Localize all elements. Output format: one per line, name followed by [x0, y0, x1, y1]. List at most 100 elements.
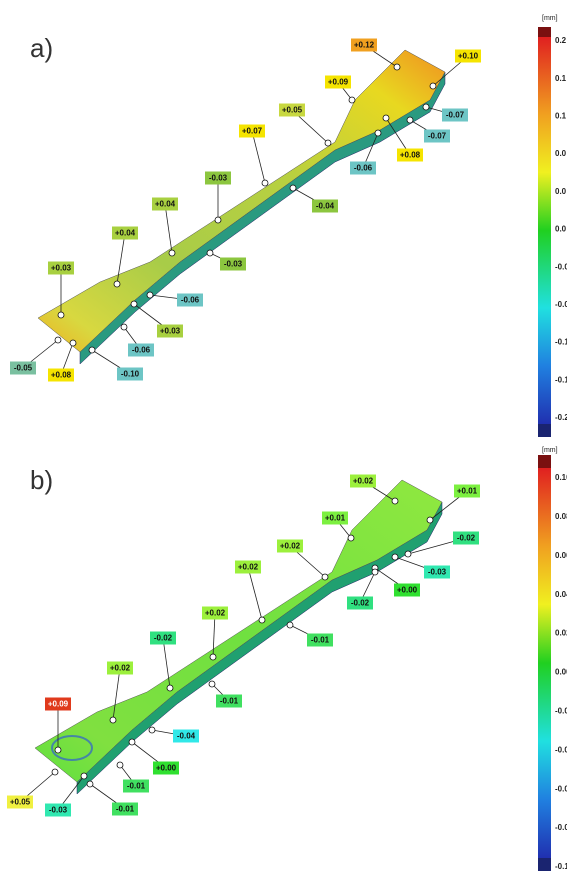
callout-label: +0.07	[242, 127, 263, 136]
colorbar-tick-label: -0.04	[555, 745, 567, 754]
measure-point	[394, 64, 400, 70]
measure-point	[55, 337, 61, 343]
callout-label: +0.08	[400, 151, 421, 160]
measure-point	[348, 535, 354, 541]
callout-label: -0.03	[209, 174, 228, 183]
callout-label: -0.06	[132, 346, 151, 355]
colorbar-tick-label: 0.10	[555, 473, 567, 482]
measure-point	[375, 130, 381, 136]
callout-label: +0.03	[51, 264, 72, 273]
measure-point	[210, 654, 216, 660]
colorbar	[538, 468, 551, 858]
measure-point	[383, 115, 389, 121]
colorbar-tick-label: 0.0	[555, 187, 567, 196]
callout-label: +0.02	[110, 664, 131, 673]
measure-point	[325, 140, 331, 146]
callout-label: -0.02	[351, 599, 370, 608]
callout-label: -0.01	[127, 782, 146, 791]
colorbar-tick-label: -0.0	[555, 300, 567, 309]
callout-label: -0.03	[428, 568, 447, 577]
colorbar	[538, 37, 551, 424]
measure-point	[87, 781, 93, 787]
measure-point	[405, 551, 411, 557]
callout-label: -0.01	[220, 697, 239, 706]
callout-label: +0.00	[397, 586, 418, 595]
colorbar-tick-label: 0.0	[555, 149, 567, 158]
callout-label: +0.03	[160, 327, 181, 336]
measure-point	[262, 180, 268, 186]
measure-point	[169, 250, 175, 256]
callout-label: -0.07	[446, 111, 465, 120]
callout-label: -0.06	[354, 164, 373, 173]
callout-label: -0.06	[181, 296, 200, 305]
callout-label: -0.02	[154, 634, 173, 643]
callout-label: +0.09	[328, 78, 349, 87]
measure-point	[259, 617, 265, 623]
measure-point	[287, 622, 293, 628]
colorbar-tick-label: -0.2	[555, 413, 567, 422]
callout-label: +0.02	[280, 542, 301, 551]
measure-point	[121, 324, 127, 330]
colorbar-unit: [mm]	[542, 15, 558, 22]
measure-point	[207, 250, 213, 256]
callout-label: +0.12	[354, 41, 375, 50]
measure-point	[430, 83, 436, 89]
colorbar-tick-label: -0.02	[555, 707, 567, 716]
figure: a)[mm]0.20.10.10.00.00.0-0.0-0.0-0.1-0.1…	[0, 0, 567, 871]
callout-label: +0.04	[155, 200, 176, 209]
measure-point	[392, 498, 398, 504]
colorbar-tick-label: 0.2	[555, 36, 567, 45]
measure-point	[58, 312, 64, 318]
panel-label: a)	[30, 33, 53, 63]
measure-point	[149, 727, 155, 733]
measure-point	[131, 301, 137, 307]
measure-point	[167, 685, 173, 691]
callout-label: +0.02	[205, 609, 226, 618]
colorbar-tick-label: -0.1	[555, 338, 567, 347]
colorbar-swatch	[538, 424, 551, 437]
measure-point	[215, 217, 221, 223]
measure-point	[117, 762, 123, 768]
callout-label: +0.08	[51, 371, 72, 380]
callout-label: +0.02	[353, 477, 374, 486]
callout-label: +0.02	[238, 563, 259, 572]
callout-label: -0.07	[428, 132, 447, 141]
colorbar-tick-label: -0.0	[555, 262, 567, 271]
callout-label: +0.09	[48, 700, 69, 709]
colorbar-tick-label: -0.10	[555, 862, 567, 871]
callout-label: -0.01	[311, 636, 330, 645]
colorbar-tick-label: -0.1	[555, 375, 567, 384]
callout-label: -0.01	[116, 805, 135, 814]
colorbar-tick-label: 0.1	[555, 74, 567, 83]
measure-point	[55, 747, 61, 753]
callout-label: -0.02	[457, 534, 476, 543]
measure-point	[110, 717, 116, 723]
leader-line	[248, 567, 262, 620]
callout-label: -0.04	[316, 202, 335, 211]
colorbar-tick-label: 0.02	[555, 629, 567, 638]
colorbar-tick-label: -0.08	[555, 823, 567, 832]
colorbar-tick-label: 0.06	[555, 551, 567, 560]
callout-label: +0.10	[458, 52, 479, 61]
colorbar-swatch	[538, 27, 551, 37]
colorbar-tick-label: 0.0	[555, 225, 567, 234]
measure-point	[407, 117, 413, 123]
callout-label: -0.04	[177, 732, 196, 741]
measure-point	[372, 569, 378, 575]
leader-line	[252, 131, 265, 183]
colorbar-unit: [mm]	[542, 447, 558, 454]
measure-point	[290, 185, 296, 191]
measure-point	[427, 517, 433, 523]
callout-label: +0.05	[10, 798, 31, 807]
measure-point	[129, 739, 135, 745]
colorbar-swatch	[538, 455, 551, 468]
panel-label: b)	[30, 465, 53, 495]
callout-label: +0.00	[156, 764, 177, 773]
colorbar-tick-label: 0.08	[555, 512, 567, 521]
colorbar-tick-label: -0.06	[555, 784, 567, 793]
measure-point	[89, 347, 95, 353]
leader-line	[165, 204, 172, 253]
callout-label: +0.05	[282, 106, 303, 115]
callout-label: -0.03	[49, 806, 68, 815]
measure-point	[322, 574, 328, 580]
